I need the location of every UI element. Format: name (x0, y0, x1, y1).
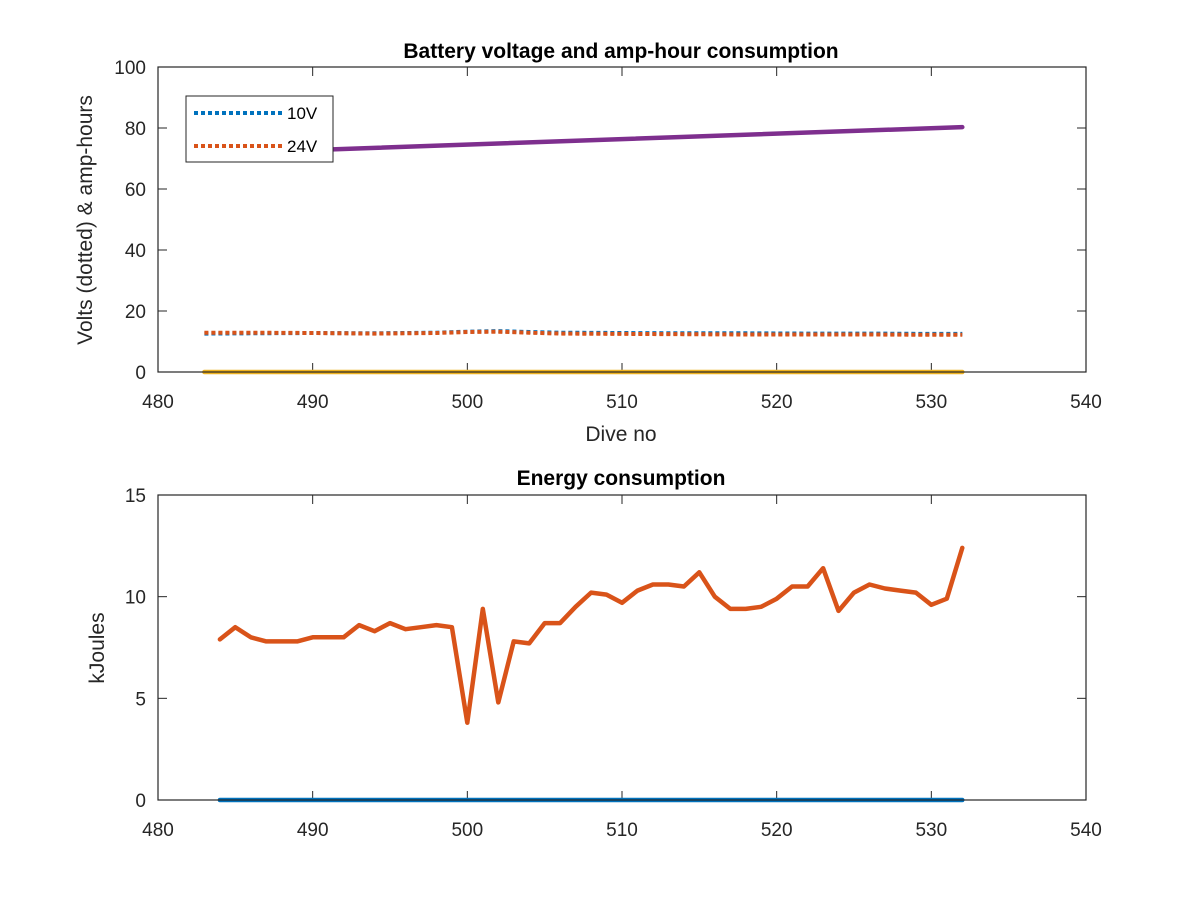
voltage-chart-ticks: 480 490 500 510 520 530 540 0 20 40 60 80 100 (114, 58, 1102, 413)
voltage-chart-ytick-label: 40 (125, 241, 146, 262)
energy-chart-axes-box (157, 494, 1087, 801)
voltage-chart-xlabel: Dive no (585, 423, 656, 446)
energy-chart-xtick-label: 480 (142, 820, 174, 841)
voltage-chart-axes-box (157, 66, 1087, 373)
voltage-chart-xtick-label: 510 (606, 392, 638, 413)
voltage-chart-xtick-label: 540 (1070, 392, 1102, 413)
legend-label-24v: 24V (287, 137, 318, 156)
energy-chart-ytick-label: 5 (135, 689, 146, 710)
energy-chart-xtick-label: 530 (915, 820, 947, 841)
energy-chart-title: Energy consumption (517, 467, 726, 490)
voltage-chart-title: Battery voltage and amp-hour consumption (403, 40, 838, 63)
voltage-chart-xtick-label: 490 (297, 392, 329, 413)
voltage-chart-xtick-label: 500 (451, 392, 483, 413)
voltage-chart-xtick-label: 530 (915, 392, 947, 413)
voltage-chart-ytick-label: 100 (114, 58, 146, 79)
energy-chart-ytick-label: 0 (135, 791, 146, 812)
voltage-chart-ytick-label: 0 (135, 363, 146, 384)
voltage-chart-xtick-label: 520 (761, 392, 793, 413)
energy-chart-ytick-label: 10 (125, 588, 146, 609)
energy-chart-series-line-0 (217, 545, 965, 725)
energy-chart-xtick-label: 500 (451, 820, 483, 841)
legend-box (185, 95, 334, 163)
legend-label-10v: 10V (287, 104, 318, 123)
energy-chart-ylabel: kJoules (86, 612, 109, 683)
voltage-chart-legend: 10V 24V (185, 95, 334, 163)
voltage-chart-ytick-label: 60 (125, 180, 146, 201)
energy-chart: Energy consumption kJoules 480 490 500 510 5… (86, 467, 1102, 841)
energy-chart-xtick-label: 490 (297, 820, 329, 841)
voltage-chart-xtick-label: 480 (142, 392, 174, 413)
energy-chart-xtick-label: 510 (606, 820, 638, 841)
voltage-chart-ylabel: Volts (dotted) & amp-hours (74, 95, 97, 345)
voltage-chart-ytick-label: 20 (125, 302, 146, 323)
energy-chart-ytick-label: 15 (125, 486, 146, 507)
energy-chart-xtick-label: 520 (761, 820, 793, 841)
voltage-chart: Battery voltage and amp-hour consumption… (74, 40, 1102, 446)
voltage-chart-ytick-label: 80 (125, 119, 146, 140)
energy-chart-xtick-label: 540 (1070, 820, 1102, 841)
